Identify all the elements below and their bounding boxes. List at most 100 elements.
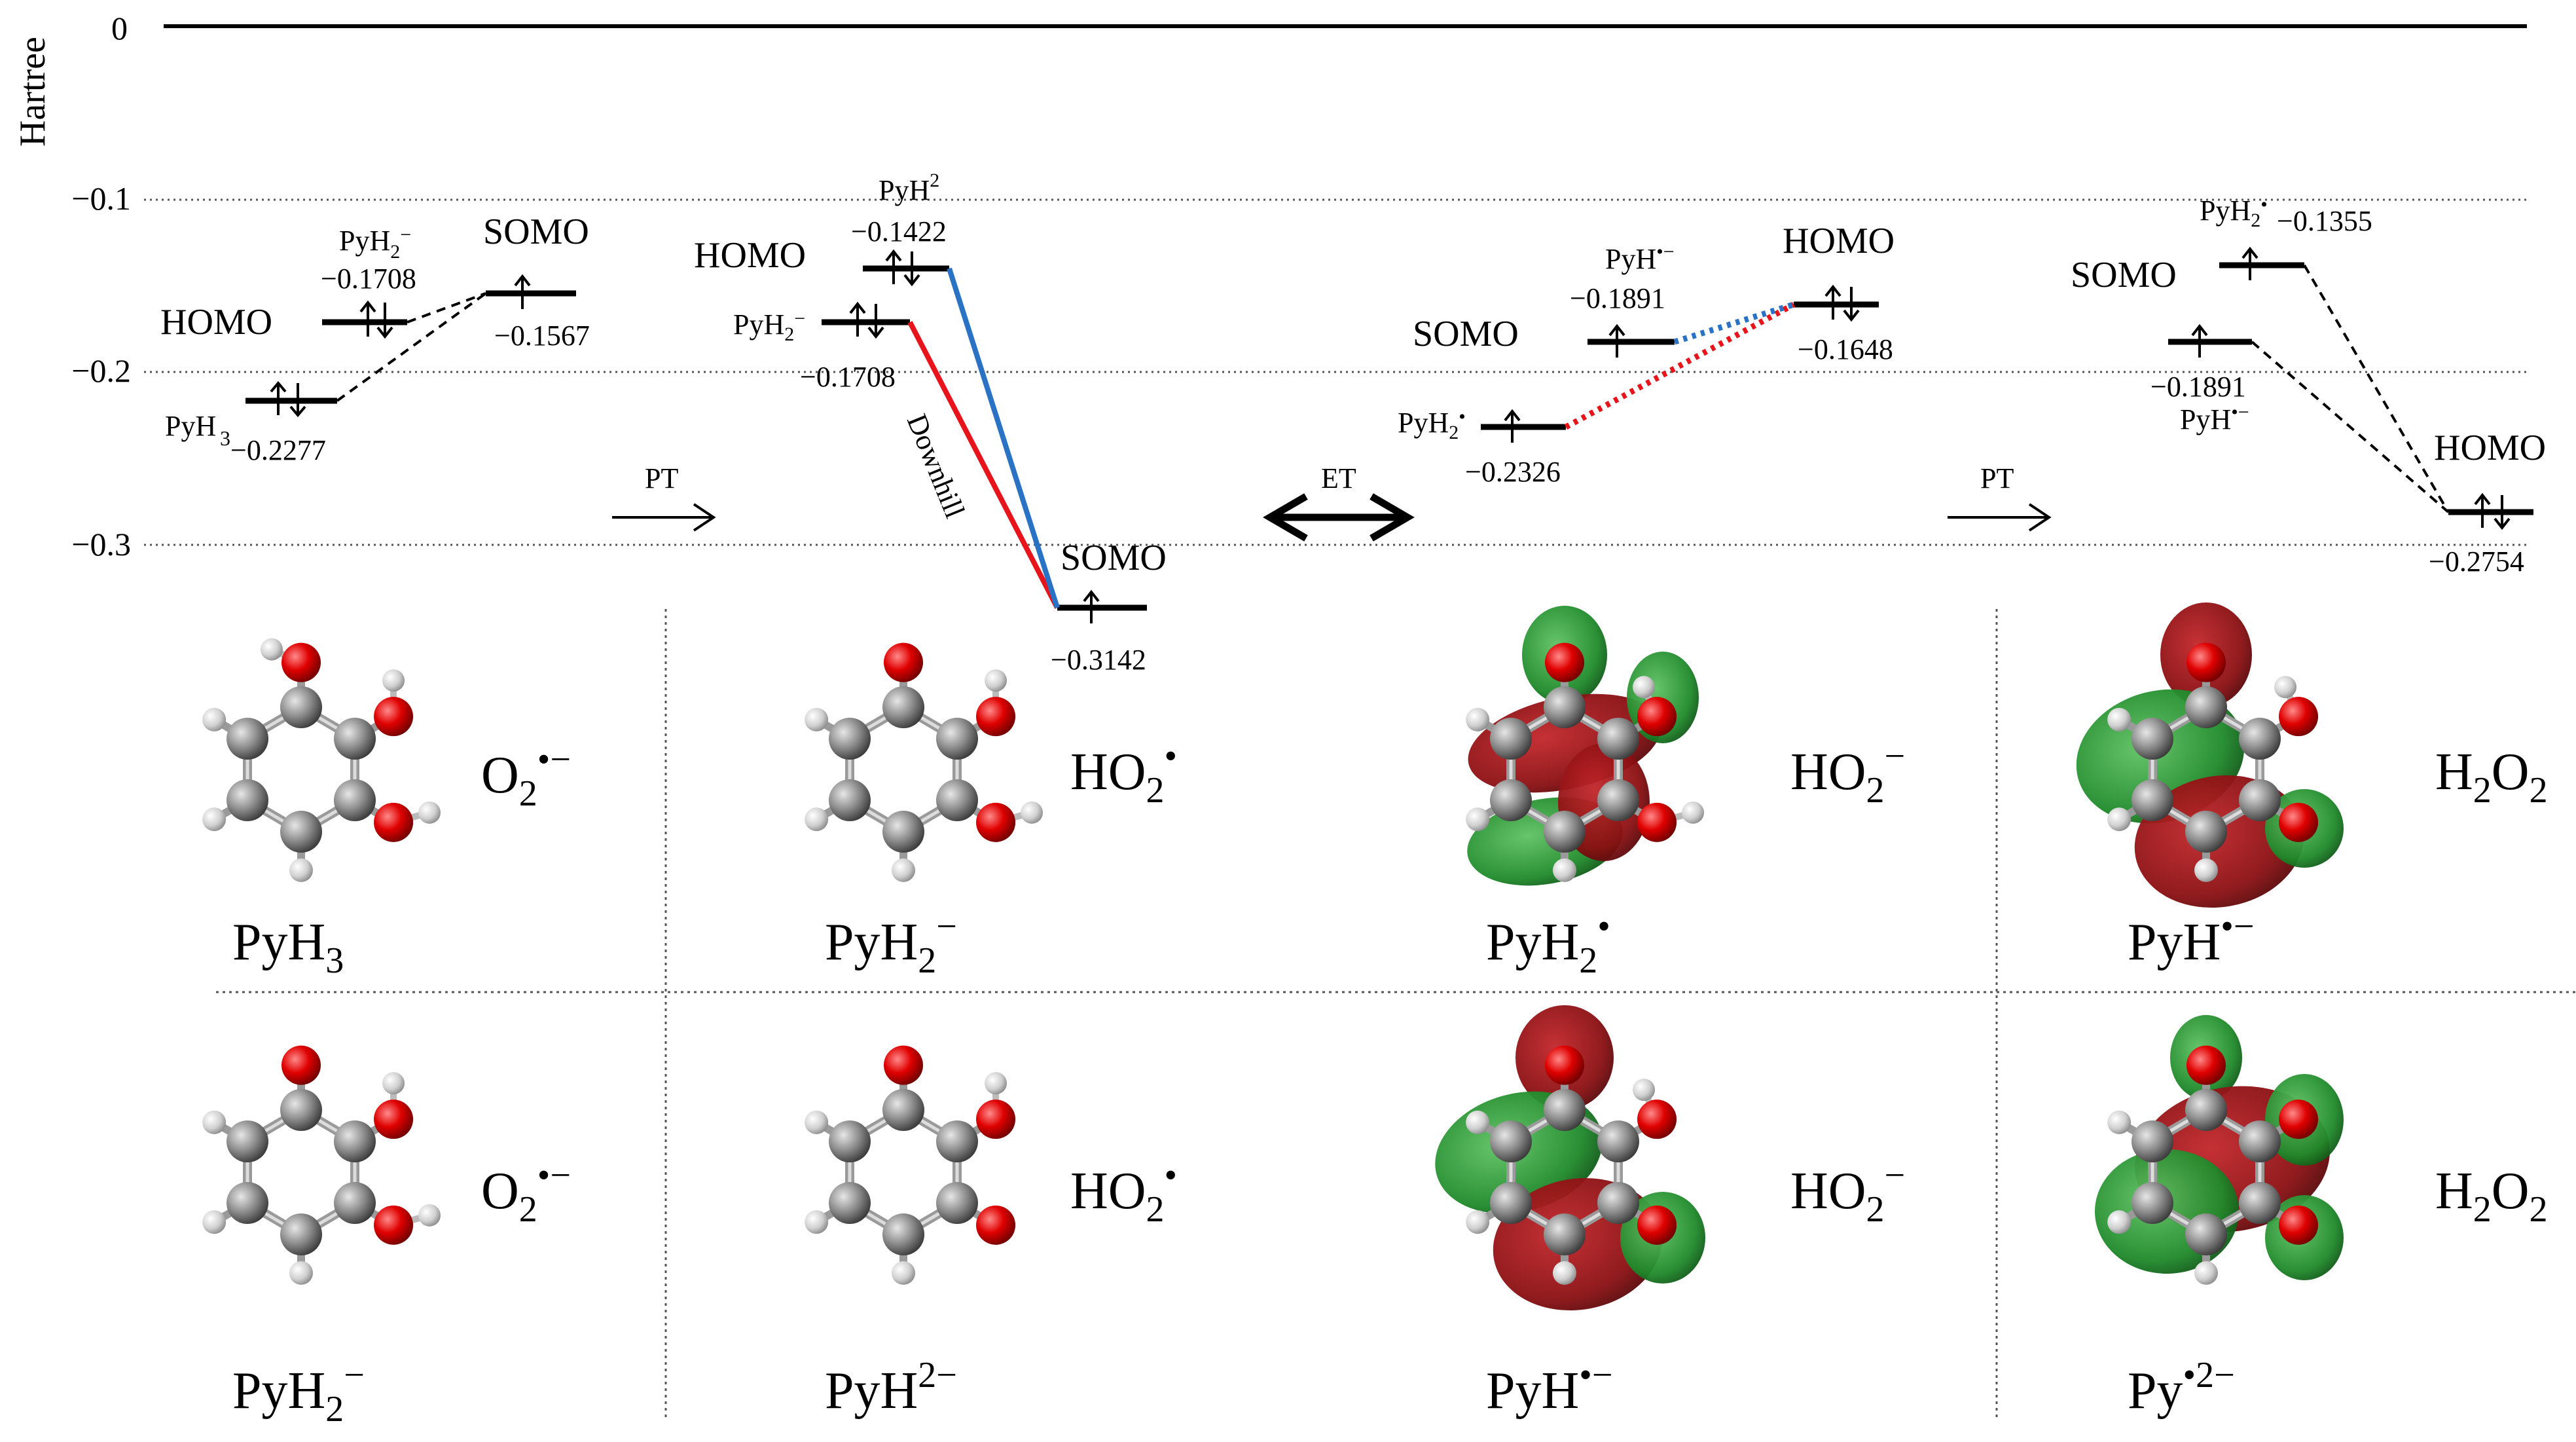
hydrogen-atom [289,1261,313,1285]
energy-pyh2m-1: −0.1708 [321,263,416,295]
oxygen-atom [2279,1205,2319,1245]
hydrogen-atom [2107,807,2132,832]
electron-pair-arrows [849,301,884,339]
name-pyh2dm: PyH2− [825,1355,957,1420]
formula-ho2m-row1: HO2− [1790,736,1905,811]
oxygen-atom [976,1205,1016,1245]
molecule-names: PyH3 PyH2− PyH2• PyH•− PyH2− PyH2− PyH•−… [232,906,2254,1430]
oxygen-atom [1545,642,1584,682]
hydrogen-atom [1466,707,1490,731]
hydrogen-atom [892,1261,915,1285]
hydrogen-atom [202,1110,227,1134]
species-label-pyh2m-1: PyH2− [339,224,411,263]
formula-o2-row2: O2•− [481,1155,571,1230]
carbon-atom [829,1120,871,1162]
somo-label-1: SOMO [483,212,589,252]
carbon-atom [280,811,322,853]
carbon-atom [2239,718,2281,760]
species-label-pyh2m-2: PyH2− [733,308,805,345]
hydrogen-atom [2194,1261,2218,1285]
hydrogen-atom [418,801,441,824]
carbon-atom [2239,1182,2281,1224]
pt-label-1: PT [645,462,678,494]
carbon-atom [2132,1120,2173,1162]
carbon-atom [2185,1213,2227,1255]
carbon-atom [2185,811,2227,853]
carbon-atom [227,779,268,821]
oxygen-atom [374,802,414,842]
carbon-atom [882,811,924,853]
pt-label-2: PT [1980,462,2014,494]
species-label-pyhrad-2: PyH•− [2180,401,2249,435]
connector-dashed [2303,264,2450,513]
oxygen-atom [2186,642,2226,682]
name-pyh2m-row1: PyH2− [825,906,957,981]
species-label-pyh2rad: PyH2• [1398,406,1466,443]
hydrogen-atom [805,1110,829,1134]
hydrogen-atom [985,1072,1007,1095]
electron-pair-arrows [359,300,393,339]
carbon-atom [334,1120,376,1162]
name-pyh2rad: PyH2• [1486,906,1610,981]
pt-arrow-1 [612,503,716,532]
energy-pyh2m-2: −0.1708 [800,361,896,393]
oxygen-atom [1545,1045,1584,1085]
hydrogen-atom [1466,1210,1490,1234]
homo-label-3: HOMO [1783,221,1895,261]
hydrogen-atom [202,807,227,832]
hydrogen-atom [2194,858,2218,882]
energy-pyhrad-2: −0.1891 [2150,371,2246,403]
energy-o2: −0.1567 [494,320,590,352]
oxygen-atom [884,1045,923,1085]
name-pyh3: PyH3 [232,914,344,981]
hydrogen-atom [1553,858,1576,882]
carbon-atom [1490,718,1532,760]
oxygen-atom [374,697,414,737]
carbon-atom [1597,1120,1639,1162]
oxygen-atom [374,1100,414,1139]
electron-pair-arrows [1824,284,1860,322]
electron-pair-arrows [270,380,306,418]
downhill-line-blue [947,267,1060,609]
energy-ho2m: −0.1648 [1798,333,1893,365]
electron-arrow-up [2191,324,2208,358]
electron-arrow-up [1504,409,1521,443]
carbon-atom [334,1182,376,1224]
carbon-atom [1490,779,1532,821]
carbon-atom [2132,779,2173,821]
carbon-atom [936,1182,978,1224]
pt-arrow-2 [1948,503,2052,532]
hydrogen-atom [261,638,283,661]
hydrogen-atom [1553,1261,1576,1285]
homo-label-2: HOMO [694,235,806,276]
molecules-layer [202,602,2344,1311]
name-pyhrad-row1: PyH•− [2128,906,2254,971]
energy-pyh2rad-2: −0.1355 [2277,205,2372,237]
electron-pair-arrows [2474,492,2511,530]
energy-pyhrad: −0.1891 [1570,282,1665,314]
carbon-atom [882,686,924,728]
electron-arrow-up [514,274,531,309]
formula-ho2rad-row1: HO2• [1070,736,1177,811]
oxygen-atom [1637,802,1677,842]
formula-o2-row1: O2•− [481,739,571,814]
hydrogen-atom [418,1204,441,1227]
electron-arrow-up [1083,589,1100,623]
panel-3-levels: PyH2• −0.2326 SOMO PyH•− −0.1891 HOMO −0… [1398,221,1895,488]
species-label-pyh3: PyH [165,410,216,442]
carbon-atom [936,718,978,760]
carbon-atom [2185,1089,2227,1131]
carbon-atom [1544,1089,1586,1131]
panel-4-levels: −0.1891 PyH•− SOMO PyH2• −0.1355 HOMO −0… [1948,194,2546,578]
oxygen-atom [2186,1045,2226,1085]
electron-pair-arrows [885,249,920,287]
hydrogen-atom [2107,1110,2132,1134]
carbon-atom [334,779,376,821]
panel-1-levels: PyH 3 −0.2277 HOMO PyH2− −0.1708 SOMO −0… [160,212,716,532]
oxygen-atom [2279,802,2319,842]
species-label-pyhrad: PyH•− [1605,241,1675,275]
somo-label-4: SOMO [2071,255,2177,295]
carbon-atom [280,1213,322,1255]
connector-dashed [336,292,487,402]
